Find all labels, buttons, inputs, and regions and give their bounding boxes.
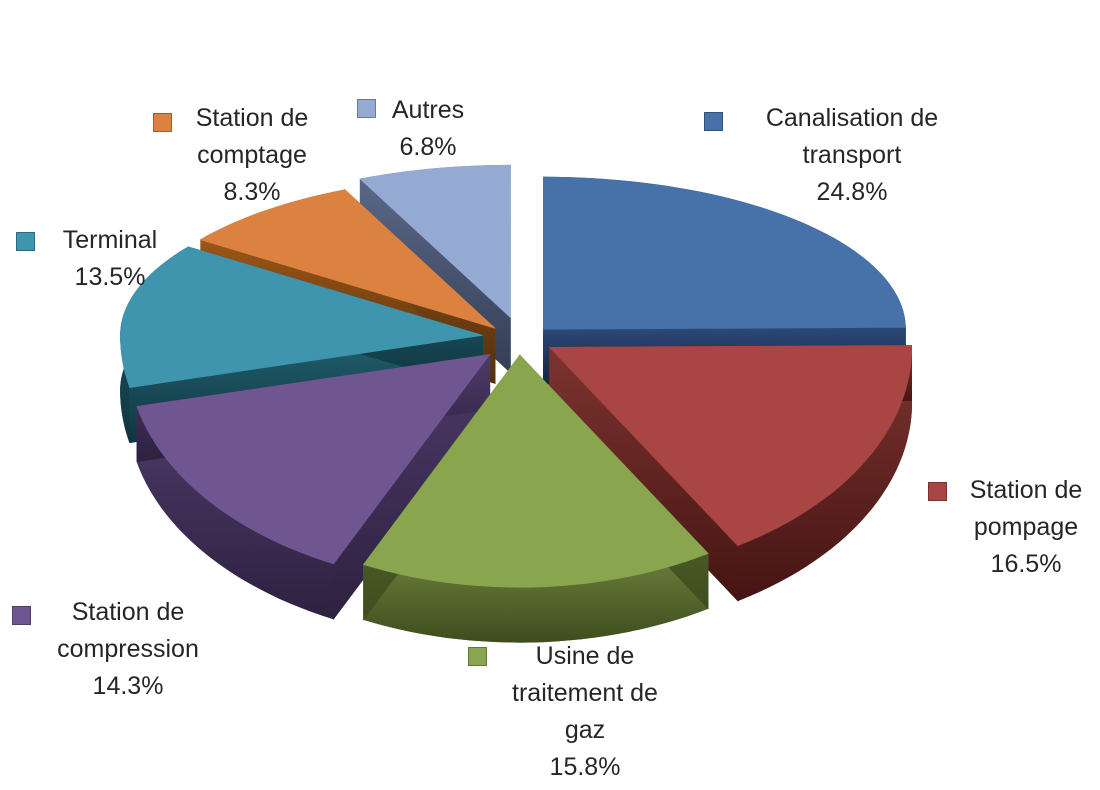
pie-slice-station-de-compression [136,353,491,621]
legend-label-usine-de-traitement-de-gaz: Usine de traitement de gaz 15.8% [512,638,658,786]
legend-label-canalisation-de-transport: Canalisation de transport 24.8% [766,100,938,211]
legend-name-line: comptage [197,141,307,169]
legend-swatch-terminal [16,232,35,251]
legend-value: 14.3% [92,672,164,700]
slice-top-face [199,189,496,329]
legend-name-line: pompage [973,513,1079,541]
legend-value: 6.8% [399,133,457,161]
pie-slices [120,164,912,643]
pie-slice-usine-de-traitement-de-gaz [362,353,709,643]
legend-name-line: Canalisation de [765,104,939,132]
legend-value: 24.8% [816,178,888,206]
legend-name-line: transport [802,141,902,169]
legend-label-station-de-comptage: Station de comptage 8.3% [196,100,309,211]
legend-swatch-usine-de-traitement-de-gaz [468,647,487,666]
legend-swatch-station-de-comptage [153,113,172,132]
slice-top-face [359,164,511,319]
legend-swatch-station-de-compression [12,606,31,625]
legend-label-station-de-pompage: Station de pompage 16.5% [970,472,1083,583]
legend-name-line: Station de [969,476,1083,504]
slice-top-face [136,353,491,565]
legend-label-station-de-compression: Station de compression 14.3% [57,594,199,705]
legend-value: 15.8% [549,753,621,781]
legend-name-line: Usine de [535,642,635,670]
legend-value: 8.3% [223,178,281,206]
legend-name-line: Autres [391,96,465,124]
legend-label-autres: Autres 6.8% [392,92,464,166]
legend-label-terminal: Terminal 13.5% [63,222,157,296]
legend-value: 13.5% [74,263,146,291]
legend-swatch-station-de-pompage [928,482,947,501]
slice-top-face [548,345,912,547]
legend-name-line: gaz [564,716,606,744]
legend-name-line: compression [57,635,199,663]
legend-name-line: traitement de [512,679,658,707]
legend-swatch-autres [357,99,376,118]
slice-top-face [120,246,483,388]
legend-name-line: Terminal [62,226,158,254]
legend-name-line: Station de [195,104,309,132]
legend-swatch-canalisation-de-transport [704,112,723,131]
legend-name-line: Station de [71,598,185,626]
slice-top-face [543,176,906,330]
slice-top-face [362,354,709,588]
legend-value: 16.5% [990,550,1062,578]
